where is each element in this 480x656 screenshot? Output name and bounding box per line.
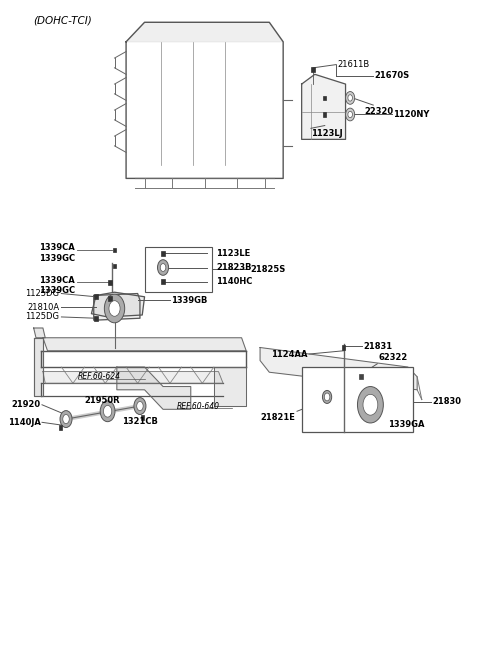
Text: 21950R: 21950R — [84, 396, 120, 405]
Circle shape — [324, 393, 330, 401]
Bar — [94, 294, 98, 299]
Circle shape — [348, 94, 352, 101]
Polygon shape — [301, 74, 346, 139]
Bar — [323, 112, 326, 117]
Text: 1339GC: 1339GC — [39, 287, 75, 295]
Polygon shape — [306, 373, 408, 426]
Text: 1125DG: 1125DG — [25, 312, 59, 321]
Text: 21823B: 21823B — [216, 263, 252, 272]
Circle shape — [60, 411, 72, 428]
Circle shape — [157, 260, 168, 276]
Text: 62322: 62322 — [379, 354, 408, 363]
Circle shape — [346, 92, 355, 104]
Polygon shape — [126, 22, 283, 42]
Text: REF.60-640: REF.60-640 — [177, 401, 220, 411]
Circle shape — [137, 401, 143, 411]
Bar — [360, 374, 363, 379]
Circle shape — [63, 415, 69, 424]
Text: 1123LJ: 1123LJ — [311, 129, 343, 138]
Polygon shape — [34, 338, 43, 396]
Text: 1120NY: 1120NY — [393, 110, 430, 119]
Polygon shape — [214, 367, 246, 406]
Bar — [108, 297, 111, 301]
Circle shape — [134, 398, 146, 415]
Text: 22320: 22320 — [364, 107, 393, 115]
Text: 1124AA: 1124AA — [271, 350, 308, 359]
Circle shape — [100, 401, 115, 422]
Circle shape — [348, 112, 352, 117]
Text: 1140JA: 1140JA — [8, 418, 41, 427]
Bar — [141, 415, 144, 420]
Text: 1339GA: 1339GA — [388, 420, 424, 429]
Text: 21825S: 21825S — [250, 265, 285, 274]
Bar — [94, 316, 98, 321]
Text: 21920: 21920 — [12, 400, 41, 409]
Polygon shape — [34, 328, 45, 338]
Text: 1125DG: 1125DG — [25, 289, 59, 298]
Text: 21831: 21831 — [364, 342, 393, 351]
Polygon shape — [94, 293, 140, 320]
Circle shape — [358, 386, 384, 423]
Text: REF.60-624: REF.60-624 — [78, 373, 120, 381]
Text: 1321CB: 1321CB — [122, 417, 158, 426]
Circle shape — [104, 405, 112, 417]
Polygon shape — [43, 371, 223, 383]
Text: 1123LE: 1123LE — [216, 249, 251, 258]
Bar — [323, 96, 326, 100]
Polygon shape — [117, 367, 191, 409]
Text: 1339GB: 1339GB — [171, 296, 208, 304]
Bar — [113, 248, 116, 252]
Polygon shape — [43, 338, 246, 351]
Text: 21810A: 21810A — [27, 302, 59, 312]
Circle shape — [104, 294, 125, 323]
Text: 21611B: 21611B — [338, 60, 370, 69]
Bar — [161, 279, 165, 285]
Bar — [59, 425, 62, 430]
Bar — [312, 67, 315, 72]
Text: 21670S: 21670S — [375, 71, 410, 80]
Circle shape — [109, 300, 120, 316]
Circle shape — [323, 390, 332, 403]
Bar — [144, 247, 212, 292]
Bar — [113, 264, 116, 268]
Bar — [161, 251, 165, 256]
Bar — [108, 280, 111, 285]
Text: 1140HC: 1140HC — [216, 277, 252, 286]
Text: 1339CA: 1339CA — [39, 243, 75, 253]
Text: (DOHC-TCI): (DOHC-TCI) — [34, 16, 93, 26]
Circle shape — [160, 264, 166, 272]
Bar — [301, 367, 412, 432]
Bar — [342, 345, 346, 350]
Text: 21821E: 21821E — [261, 413, 296, 422]
Circle shape — [363, 394, 378, 415]
Text: 1339CA: 1339CA — [39, 276, 75, 285]
Text: 21830: 21830 — [432, 397, 461, 406]
Polygon shape — [91, 292, 144, 317]
Text: 1339GC: 1339GC — [39, 254, 75, 263]
Polygon shape — [260, 348, 417, 390]
Circle shape — [346, 108, 355, 121]
